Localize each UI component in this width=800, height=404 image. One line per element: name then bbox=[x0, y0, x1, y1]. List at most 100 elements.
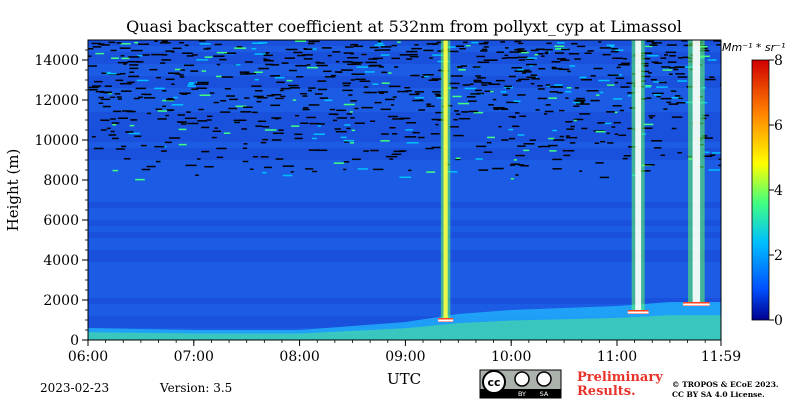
noise-speck bbox=[677, 151, 683, 154]
noise-speck bbox=[294, 114, 299, 117]
noise-speck bbox=[161, 40, 168, 43]
noise-speck bbox=[159, 42, 171, 44]
noise-speck bbox=[95, 90, 105, 93]
noise-speck bbox=[279, 89, 284, 92]
noise-speck bbox=[274, 76, 285, 79]
noise-speck bbox=[652, 92, 664, 95]
noise-speck bbox=[535, 109, 540, 111]
noise-speck bbox=[561, 48, 570, 51]
noise-speck bbox=[256, 100, 262, 103]
noise-speck bbox=[106, 127, 111, 130]
noise-speck bbox=[342, 82, 352, 84]
noise-speck bbox=[343, 161, 350, 163]
noise-speck bbox=[366, 91, 377, 94]
noise-speck bbox=[573, 105, 580, 107]
noise-speck bbox=[197, 158, 201, 160]
noise-speck bbox=[551, 61, 561, 63]
heatmap-band bbox=[88, 58, 721, 64]
noise-speck bbox=[265, 51, 270, 54]
noise-speck bbox=[135, 178, 145, 181]
noise-speck bbox=[216, 63, 221, 66]
noise-speck bbox=[666, 101, 671, 104]
noise-speck bbox=[199, 94, 211, 97]
noise-speck bbox=[534, 53, 539, 56]
noise-speck bbox=[622, 157, 628, 160]
noise-speck bbox=[317, 80, 327, 82]
noise-speck bbox=[449, 126, 459, 128]
noise-speck bbox=[461, 111, 469, 113]
noise-speck bbox=[709, 76, 715, 78]
noise-speck bbox=[235, 105, 247, 108]
noise-speck bbox=[452, 95, 462, 98]
heatmap-band bbox=[88, 232, 721, 238]
noise-speck bbox=[172, 47, 182, 50]
noise-speck bbox=[699, 55, 710, 58]
noise-speck bbox=[110, 118, 116, 120]
noise-speck bbox=[121, 57, 130, 60]
noise-speck bbox=[394, 66, 399, 68]
noise-speck bbox=[410, 74, 420, 77]
noise-speck bbox=[377, 40, 381, 43]
noise-speck bbox=[575, 103, 583, 105]
noise-speck bbox=[141, 168, 151, 171]
noise-speck bbox=[660, 57, 667, 59]
noise-speck bbox=[445, 171, 458, 173]
noise-speck bbox=[711, 152, 721, 154]
noise-speck bbox=[195, 83, 201, 86]
noise-speck bbox=[117, 98, 123, 100]
noise-speck bbox=[552, 168, 562, 170]
noise-speck bbox=[161, 54, 168, 56]
noise-speck bbox=[552, 158, 562, 161]
noise-speck bbox=[346, 113, 353, 115]
noise-speck bbox=[340, 136, 347, 139]
noise-speck bbox=[640, 170, 651, 172]
noise-speck bbox=[263, 54, 273, 57]
heatmap-band bbox=[88, 304, 721, 310]
noise-speck bbox=[344, 141, 349, 143]
heatmap-band bbox=[88, 154, 721, 160]
noise-speck bbox=[312, 137, 317, 140]
noise-speck bbox=[517, 145, 526, 147]
noise-speck bbox=[380, 140, 390, 142]
noise-speck bbox=[198, 40, 206, 42]
noise-speck bbox=[161, 59, 172, 61]
noise-speck bbox=[506, 87, 511, 90]
noise-speck bbox=[260, 156, 269, 158]
noise-speck bbox=[330, 74, 337, 77]
noise-speck bbox=[501, 108, 509, 111]
noise-speck bbox=[470, 93, 481, 95]
noise-speck bbox=[614, 133, 619, 135]
noise-speck bbox=[350, 43, 359, 46]
noise-speck bbox=[423, 49, 434, 52]
noise-speck bbox=[213, 101, 219, 104]
noise-speck bbox=[303, 107, 309, 109]
noise-speck bbox=[445, 87, 457, 89]
noise-speck bbox=[343, 84, 350, 87]
noise-speck bbox=[344, 124, 351, 126]
noise-speck bbox=[640, 52, 652, 54]
noise-speck bbox=[614, 81, 619, 84]
heatmap-band bbox=[88, 136, 721, 142]
noise-speck bbox=[373, 57, 384, 60]
noise-speck bbox=[141, 93, 148, 96]
noise-speck bbox=[219, 58, 227, 61]
x-tick-label: 11:00 bbox=[597, 349, 637, 365]
noise-speck bbox=[340, 109, 347, 112]
noise-speck bbox=[380, 46, 392, 48]
noise-speck bbox=[681, 40, 688, 42]
noise-speck bbox=[573, 101, 581, 104]
noise-speck bbox=[100, 119, 110, 121]
noise-speck bbox=[334, 128, 341, 130]
noise-speck bbox=[480, 50, 488, 52]
noise-speck bbox=[206, 115, 213, 118]
noise-speck bbox=[209, 92, 215, 94]
noise-speck bbox=[389, 126, 396, 129]
noise-speck bbox=[566, 136, 578, 139]
noise-speck bbox=[408, 169, 412, 172]
noise-speck bbox=[258, 42, 268, 44]
noise-speck bbox=[270, 75, 280, 77]
noise-speck bbox=[457, 102, 470, 105]
noise-speck bbox=[361, 106, 373, 109]
noise-speck bbox=[387, 115, 399, 118]
noise-speck bbox=[254, 71, 263, 73]
